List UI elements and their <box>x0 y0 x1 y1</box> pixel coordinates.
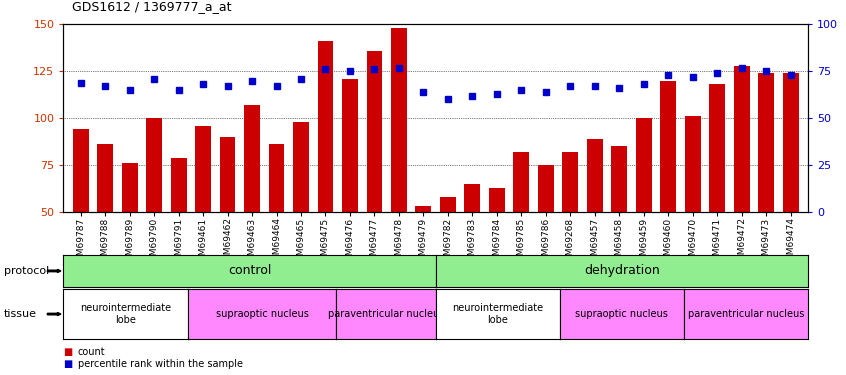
Bar <box>220 137 235 306</box>
Text: paraventricular nucleus: paraventricular nucleus <box>328 309 444 319</box>
Bar <box>268 144 284 306</box>
Bar <box>514 152 530 306</box>
Bar <box>342 79 358 306</box>
Bar <box>195 126 211 306</box>
Text: neurointermediate
lobe: neurointermediate lobe <box>452 303 543 325</box>
Text: paraventricular nucleus: paraventricular nucleus <box>688 309 804 319</box>
Bar <box>636 118 651 306</box>
Bar <box>391 28 407 306</box>
Bar <box>709 84 725 306</box>
Bar <box>783 73 799 306</box>
Bar <box>733 66 750 306</box>
Bar <box>489 188 505 306</box>
Bar <box>293 122 309 306</box>
Bar <box>563 152 579 306</box>
Bar <box>171 158 186 306</box>
Text: neurointermediate
lobe: neurointermediate lobe <box>80 303 171 325</box>
Bar <box>146 118 162 306</box>
Text: tissue: tissue <box>4 309 37 319</box>
Bar <box>758 73 774 306</box>
Bar <box>661 81 676 306</box>
Bar <box>244 105 260 306</box>
Text: percentile rank within the sample: percentile rank within the sample <box>78 359 243 369</box>
Bar <box>122 163 138 306</box>
Text: control: control <box>228 264 272 278</box>
Bar <box>317 41 333 306</box>
Bar <box>538 165 554 306</box>
Text: ■: ■ <box>63 347 73 357</box>
Bar <box>464 184 481 306</box>
Bar <box>366 51 382 306</box>
Bar <box>73 129 89 306</box>
Bar <box>612 146 628 306</box>
Bar <box>415 206 431 306</box>
Bar <box>440 197 456 306</box>
Text: supraoptic nucleus: supraoptic nucleus <box>216 309 309 319</box>
Bar <box>587 139 603 306</box>
Text: ■: ■ <box>63 359 73 369</box>
Text: protocol: protocol <box>4 266 49 276</box>
Text: supraoptic nucleus: supraoptic nucleus <box>575 309 668 319</box>
Bar <box>685 116 700 306</box>
Text: GDS1612 / 1369777_a_at: GDS1612 / 1369777_a_at <box>72 0 232 13</box>
Text: dehydration: dehydration <box>584 264 660 278</box>
Text: count: count <box>78 347 106 357</box>
Bar <box>97 144 113 306</box>
